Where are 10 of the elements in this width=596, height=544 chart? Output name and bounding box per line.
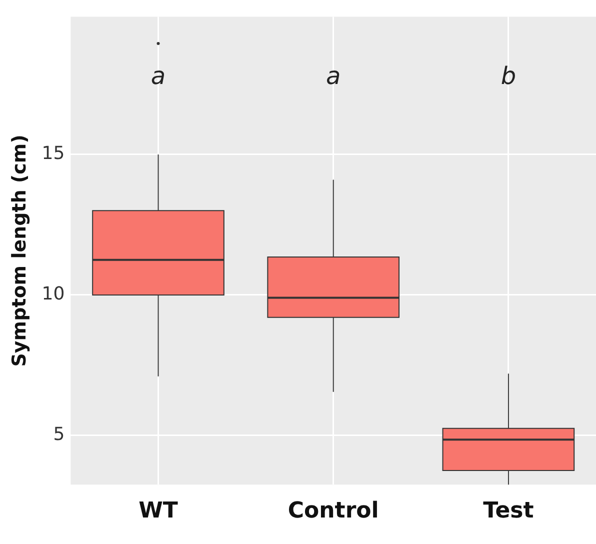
y-tick-label: 15 [42,143,65,164]
x-tick-label: WT [138,498,178,524]
x-tick-label: Test [483,498,534,524]
annotation: a [150,62,166,90]
y-tick-label: 10 [42,284,65,305]
y-tick-label: 5 [53,424,65,446]
x-tick-label: Control [288,498,379,524]
annotation: b [500,62,516,90]
y-axis-title: Symptom length (cm) [8,134,30,367]
annotation: a [326,62,341,90]
